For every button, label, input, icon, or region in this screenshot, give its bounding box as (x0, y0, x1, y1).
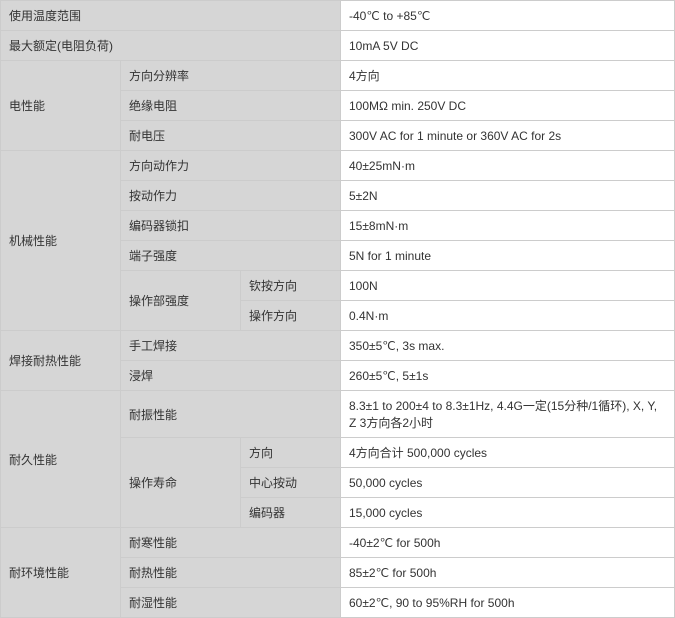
sub-label: 中心按动 (241, 468, 341, 498)
sub-label: 操作方向 (241, 301, 341, 331)
row-label: 耐电压 (121, 121, 341, 151)
row-value: -40℃ to +85℃ (341, 1, 675, 31)
row-label: 耐热性能 (121, 558, 341, 588)
table-row: 焊接耐热性能 手工焊接 350±5℃, 3s max. (1, 331, 675, 361)
row-value: 350±5℃, 3s max. (341, 331, 675, 361)
group-title: 耐久性能 (1, 391, 121, 528)
row-value: 10mA 5V DC (341, 31, 675, 61)
group-title: 耐环境性能 (1, 528, 121, 618)
row-value: 15,000 cycles (341, 498, 675, 528)
row-value: 260±5℃, 5±1s (341, 361, 675, 391)
row-value: 60±2℃, 90 to 95%RH for 500h (341, 588, 675, 618)
sub-label: 钦按方向 (241, 271, 341, 301)
row-label: 方向动作力 (121, 151, 341, 181)
row-value: 40±25mN·m (341, 151, 675, 181)
group-title: 机械性能 (1, 151, 121, 331)
row-label: 端子强度 (121, 241, 341, 271)
row-value: 4方向 (341, 61, 675, 91)
sub-label: 编码器 (241, 498, 341, 528)
row-label: 手工焊接 (121, 331, 341, 361)
sub-label: 方向 (241, 438, 341, 468)
row-value: 300V AC for 1 minute or 360V AC for 2s (341, 121, 675, 151)
row-value: 100N (341, 271, 675, 301)
row-value: 8.3±1 to 200±4 to 8.3±1Hz, 4.4G一定(15分种/1… (341, 391, 675, 438)
row-value: 100MΩ min. 250V DC (341, 91, 675, 121)
row-label: 方向分辨率 (121, 61, 341, 91)
table-row: 耐久性能 耐振性能 8.3±1 to 200±4 to 8.3±1Hz, 4.4… (1, 391, 675, 438)
table-row: 最大额定(电阻负荷) 10mA 5V DC (1, 31, 675, 61)
row-label: 耐寒性能 (121, 528, 341, 558)
group-title: 焊接耐热性能 (1, 331, 121, 391)
row-value: 5N for 1 minute (341, 241, 675, 271)
group-title: 电性能 (1, 61, 121, 151)
row-label: 编码器锁扣 (121, 211, 341, 241)
spec-table: 使用温度范围 -40℃ to +85℃ 最大额定(电阻负荷) 10mA 5V D… (0, 0, 675, 618)
row-label: 按动作力 (121, 181, 341, 211)
row-label: 浸焊 (121, 361, 341, 391)
row-label: 耐振性能 (121, 391, 341, 438)
row-value: 4方向合计 500,000 cycles (341, 438, 675, 468)
row-label: 绝缘电阻 (121, 91, 341, 121)
table-row: 机械性能 方向动作力 40±25mN·m (1, 151, 675, 181)
row-label: 最大额定(电阻负荷) (1, 31, 341, 61)
row-label: 操作部强度 (121, 271, 241, 331)
row-label: 使用温度范围 (1, 1, 341, 31)
row-value: 5±2N (341, 181, 675, 211)
row-value: -40±2℃ for 500h (341, 528, 675, 558)
row-label: 操作寿命 (121, 438, 241, 528)
table-row: 使用温度范围 -40℃ to +85℃ (1, 1, 675, 31)
row-value: 15±8mN·m (341, 211, 675, 241)
table-row: 耐环境性能 耐寒性能 -40±2℃ for 500h (1, 528, 675, 558)
row-value: 50,000 cycles (341, 468, 675, 498)
table-row: 电性能 方向分辨率 4方向 (1, 61, 675, 91)
row-label: 耐湿性能 (121, 588, 341, 618)
row-value: 0.4N·m (341, 301, 675, 331)
row-value: 85±2℃ for 500h (341, 558, 675, 588)
